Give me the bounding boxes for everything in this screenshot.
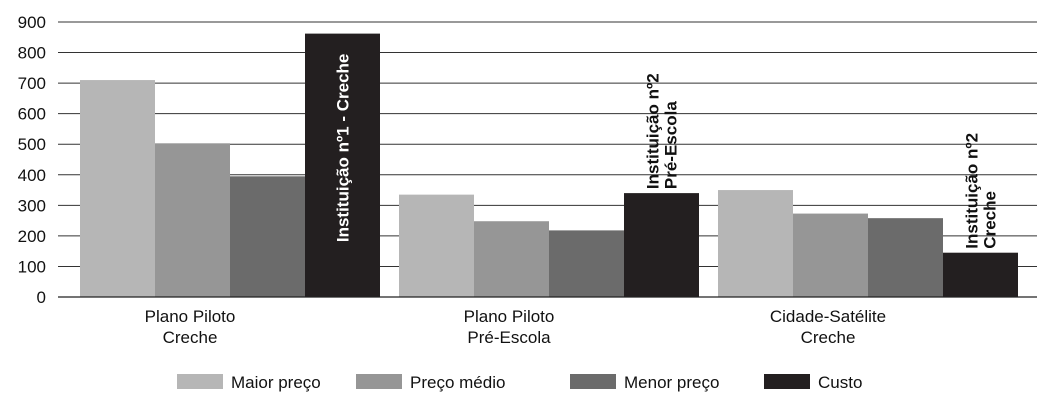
- y-tick-label: 800: [18, 44, 46, 63]
- y-tick-label: 100: [18, 257, 46, 276]
- bar-menor-pre-o: [230, 176, 305, 297]
- bar-menor-pre-o: [549, 230, 624, 297]
- bar-annotation: Instituição nº2: [963, 133, 982, 249]
- category-labels: Plano Piloto Creche Plano Piloto Pré-Escola…: [145, 307, 886, 347]
- bar-annotation: Instituição nº2: [644, 73, 663, 189]
- legend-swatch: [570, 374, 616, 389]
- legend-label: Menor preço: [624, 373, 719, 392]
- bar-pre-o-m-dio: [793, 213, 868, 297]
- bar-maior-pre-o: [399, 194, 474, 297]
- bar-pre-o-m-dio: [474, 221, 549, 297]
- bar-annotation: Creche: [981, 191, 1000, 249]
- legend-label: Preço médio: [410, 373, 505, 392]
- legend-label: Maior preço: [231, 373, 321, 392]
- bars: [80, 33, 1018, 297]
- bar-pre-o-m-dio: [155, 143, 230, 297]
- bar-maior-pre-o: [718, 190, 793, 297]
- bar-custo: [943, 252, 1018, 297]
- bar-annotation: Instituição nº1 - Creche: [334, 54, 353, 243]
- y-tick-label: 600: [18, 105, 46, 124]
- legend: Maior preço Preço médio Menor preço Custo: [177, 373, 862, 392]
- y-tick-label: 700: [18, 74, 46, 93]
- legend-swatch: [356, 374, 402, 389]
- y-tick-label: 300: [18, 196, 46, 215]
- y-tick-label: 900: [18, 13, 46, 32]
- y-tick-label: 500: [18, 135, 46, 154]
- bar-maior-pre-o: [80, 80, 155, 297]
- legend-label: Custo: [818, 373, 862, 392]
- bar-annotations: Instituição nº1 - Creche Instituição nº2 P…: [334, 54, 1000, 249]
- bar-menor-pre-o: [868, 218, 943, 297]
- bar-custo: [305, 33, 380, 297]
- y-tick-label: 400: [18, 166, 46, 185]
- y-tick-label: 0: [37, 288, 46, 307]
- y-tick-label: 200: [18, 227, 46, 246]
- bar-annotation: Pré-Escola: [662, 101, 681, 189]
- legend-swatch: [764, 374, 810, 389]
- x-category-label: Plano Piloto Creche: [145, 307, 236, 347]
- bar-custo: [624, 193, 699, 297]
- x-category-label: Plano Piloto Pré-Escola: [464, 307, 555, 347]
- x-category-label: Cidade-Satélite Creche: [770, 307, 886, 347]
- legend-swatch: [177, 374, 223, 389]
- y-axis-ticks: 0 100 200 300 400 500 600 700 800 900: [18, 13, 46, 307]
